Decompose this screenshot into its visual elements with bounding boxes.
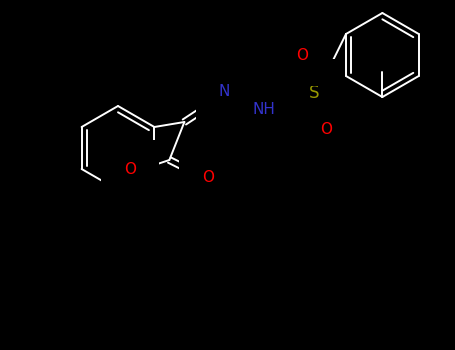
Text: S: S [309,84,319,102]
Text: O: O [296,49,308,63]
Text: O: O [320,122,332,138]
Text: NH: NH [253,103,276,118]
Text: N: N [219,84,230,98]
Text: O: O [124,162,136,177]
Text: O: O [202,169,214,184]
